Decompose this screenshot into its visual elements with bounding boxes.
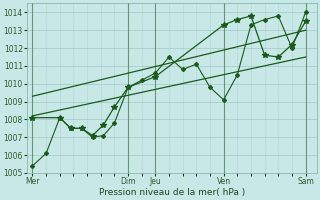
X-axis label: Pression niveau de la mer( hPa ): Pression niveau de la mer( hPa ) — [99, 188, 245, 197]
